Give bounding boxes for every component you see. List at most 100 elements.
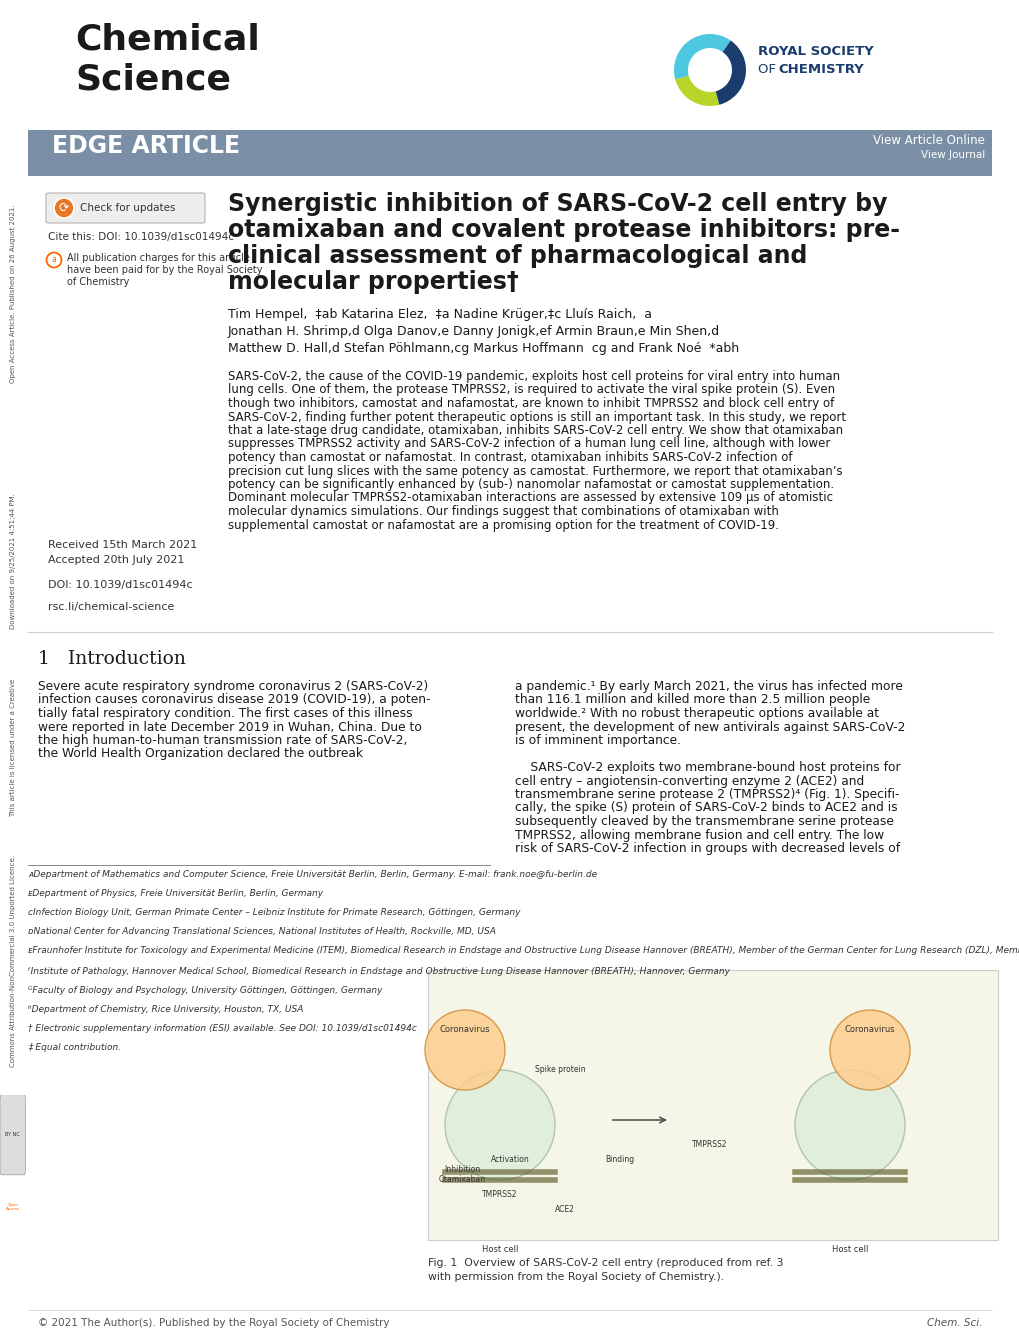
Text: worldwide.² With no robust therapeutic options available at: worldwide.² With no robust therapeutic o… (515, 708, 878, 720)
Text: suppresses TMPRSS2 activity and SARS-CoV-2 infection of a human lung cell line, : suppresses TMPRSS2 activity and SARS-CoV… (228, 438, 829, 450)
Text: is of imminent importance.: is of imminent importance. (515, 734, 681, 748)
Text: Commons Attribution-NonCommercial 3.0 Unported Licence.: Commons Attribution-NonCommercial 3.0 Un… (10, 856, 15, 1067)
FancyBboxPatch shape (0, 1095, 25, 1175)
Text: OF: OF (757, 63, 780, 76)
Wedge shape (715, 40, 745, 104)
Text: of Chemistry: of Chemistry (67, 276, 129, 287)
Text: cally, the spike (S) protein of SARS-CoV-2 binds to ACE2 and is: cally, the spike (S) protein of SARS-CoV… (515, 801, 897, 814)
Text: ACE2: ACE2 (554, 1206, 575, 1214)
Text: with permission from the Royal Society of Chemistry.).: with permission from the Royal Society o… (428, 1272, 723, 1282)
Text: All publication charges for this article: All publication charges for this article (67, 254, 250, 263)
Text: Science: Science (75, 61, 230, 96)
Text: DOI: 10.1039/d1sc01494c: DOI: 10.1039/d1sc01494c (48, 579, 193, 590)
Text: supplemental camostat or nafamostat are a promising option for the treatment of : supplemental camostat or nafamostat are … (228, 518, 779, 531)
Text: present, the development of new antivirals against SARS-CoV-2: present, the development of new antivira… (515, 721, 905, 733)
Text: Activation: Activation (490, 1155, 529, 1164)
Text: ʰDepartment of Chemistry, Rice University, Houston, TX, USA: ʰDepartment of Chemistry, Rice Universit… (28, 1005, 303, 1015)
Text: a: a (52, 255, 56, 264)
Text: molecular properties†: molecular properties† (228, 270, 519, 294)
Text: rsc.li/chemical-science: rsc.li/chemical-science (48, 602, 174, 611)
Text: subsequently cleaved by the transmembrane serine protease: subsequently cleaved by the transmembran… (515, 814, 893, 828)
Text: Severe acute respiratory syndrome coronavirus 2 (SARS-CoV-2): Severe acute respiratory syndrome corona… (38, 680, 428, 693)
Text: ᴇDepartment of Physics, Freie Universität Berlin, Berlin, Germany: ᴇDepartment of Physics, Freie Universitä… (28, 889, 323, 898)
Text: TMPRSS2, allowing membrane fusion and cell entry. The low: TMPRSS2, allowing membrane fusion and ce… (515, 829, 883, 841)
Text: a pandemic.¹ By early March 2021, the virus has infected more: a pandemic.¹ By early March 2021, the vi… (515, 680, 902, 693)
Text: BY NC: BY NC (5, 1132, 20, 1137)
Text: Chem. Sci.: Chem. Sci. (925, 1318, 981, 1328)
Text: Coronavirus: Coronavirus (439, 1025, 490, 1035)
Text: otamixaban and covalent protease inhibitors: pre-: otamixaban and covalent protease inhibit… (228, 218, 899, 242)
Text: the World Health Organization declared the outbreak: the World Health Organization declared t… (38, 748, 363, 761)
Text: Fig. 1  Overview of SARS-CoV-2 cell entry (reproduced from ref. 3: Fig. 1 Overview of SARS-CoV-2 cell entry… (428, 1258, 783, 1268)
Text: Received 15th March 2021: Received 15th March 2021 (48, 539, 197, 550)
Text: Tim Hempel,  ‡ab Katarina Elez,  ‡a Nadine Krüger,‡c Lluís Raich,  a: Tim Hempel, ‡ab Katarina Elez, ‡a Nadine… (228, 308, 651, 320)
Text: cell entry – angiotensin-converting enzyme 2 (ACE2) and: cell entry – angiotensin-converting enzy… (515, 774, 863, 788)
Text: SARS-CoV-2 exploits two membrane-bound host proteins for: SARS-CoV-2 exploits two membrane-bound h… (515, 761, 900, 774)
Text: though two inhibitors, camostat and nafamostat, are known to inhibit TMPRSS2 and: though two inhibitors, camostat and nafa… (228, 396, 834, 410)
Text: CHEMISTRY: CHEMISTRY (777, 63, 863, 76)
Text: TMPRSS2: TMPRSS2 (482, 1189, 518, 1199)
Text: © 2021 The Author(s). Published by the Royal Society of Chemistry: © 2021 The Author(s). Published by the R… (38, 1318, 389, 1328)
Text: Binding: Binding (605, 1155, 634, 1164)
Text: View Journal: View Journal (920, 150, 984, 160)
Circle shape (444, 1069, 554, 1180)
Text: ᶠInstitute of Pathology, Hannover Medical School, Biomedical Research in Endstag: ᶠInstitute of Pathology, Hannover Medica… (28, 967, 730, 976)
Text: potency than camostat or nafamostat. In contrast, otamixaban inhibits SARS-CoV-2: potency than camostat or nafamostat. In … (228, 451, 792, 465)
Text: Chemical: Chemical (75, 21, 260, 56)
Text: Coronavirus: Coronavirus (844, 1025, 895, 1035)
Text: ⟳: ⟳ (59, 202, 69, 215)
Text: that a late-stage drug candidate, otamixaban, inhibits SARS-CoV-2 cell entry. We: that a late-stage drug candidate, otamix… (228, 425, 843, 437)
Text: Inhibition
Otamixaban: Inhibition Otamixaban (438, 1165, 485, 1184)
Text: ᴇFraunhofer Institute for Toxicology and Experimental Medicine (ITEM), Biomedica: ᴇFraunhofer Institute for Toxicology and… (28, 947, 1019, 955)
Text: Matthew D. Hall,d Stefan Pöhlmann,cg Markus Hoffmann  cg and Frank Noé  *abh: Matthew D. Hall,d Stefan Pöhlmann,cg Mar… (228, 342, 739, 355)
Text: Synergistic inhibition of SARS-CoV-2 cell entry by: Synergistic inhibition of SARS-CoV-2 cel… (228, 192, 887, 216)
Text: tially fatal respiratory condition. The first cases of this illness: tially fatal respiratory condition. The … (38, 708, 413, 720)
Text: molecular dynamics simulations. Our findings suggest that combinations of otamix: molecular dynamics simulations. Our find… (228, 505, 779, 518)
Text: Dominant molecular TMPRSS2-otamixaban interactions are assessed by extensive 109: Dominant molecular TMPRSS2-otamixaban in… (228, 491, 833, 505)
Text: lung cells. One of them, the protease TMPRSS2, is required to activate the viral: lung cells. One of them, the protease TM… (228, 383, 835, 396)
Text: Check for updates: Check for updates (79, 203, 175, 214)
Text: This article is licensed under a Creative: This article is licensed under a Creativ… (10, 678, 15, 817)
Text: were reported in late December 2019 in Wuhan, China. Due to: were reported in late December 2019 in W… (38, 721, 422, 733)
Text: have been paid for by the Royal Society: have been paid for by the Royal Society (67, 266, 262, 275)
Wedge shape (674, 33, 730, 79)
Bar (428, 971, 997, 1240)
Text: ᴅNational Center for Advancing Translational Sciences, National Institutes of He: ᴅNational Center for Advancing Translati… (28, 926, 495, 936)
Text: infection causes coronavirus disease 2019 (COVID-19), a poten-: infection causes coronavirus disease 201… (38, 693, 430, 706)
Text: SARS-CoV-2, the cause of the COVID-19 pandemic, exploits host cell proteins for : SARS-CoV-2, the cause of the COVID-19 pa… (228, 370, 840, 383)
Text: Accepted 20th July 2021: Accepted 20th July 2021 (48, 555, 184, 565)
Circle shape (794, 1069, 904, 1180)
Text: EDGE ARTICLE: EDGE ARTICLE (52, 134, 239, 158)
FancyBboxPatch shape (46, 194, 205, 223)
Text: View Article Online: View Article Online (872, 134, 984, 147)
Circle shape (54, 198, 74, 218)
Text: ᴄInfection Biology Unit, German Primate Center – Leibniz Institute for Primate R: ᴄInfection Biology Unit, German Primate … (28, 908, 520, 917)
Text: ROYAL SOCIETY: ROYAL SOCIETY (757, 45, 873, 57)
Text: Host cell: Host cell (481, 1246, 518, 1254)
Text: Cite this: DOI: 10.1039/d1sc01494c: Cite this: DOI: 10.1039/d1sc01494c (48, 232, 233, 242)
Wedge shape (675, 76, 718, 105)
Text: 1   Introduction: 1 Introduction (38, 650, 185, 668)
Circle shape (829, 1011, 909, 1089)
Text: Jonathan H. Shrimp,d Olga Danov,e Danny Jonigk,ef Armin Braun,e Min Shen,d: Jonathan H. Shrimp,d Olga Danov,e Danny … (228, 324, 719, 338)
Text: transmembrane serine protease 2 (TMPRSS2)⁴ (Fig. 1). Specifi-: transmembrane serine protease 2 (TMPRSS2… (515, 788, 899, 801)
Text: † Electronic supplementary information (ESI) available. See DOI: 10.1039/d1sc014: † Electronic supplementary information (… (28, 1024, 417, 1033)
Text: Host cell: Host cell (832, 1246, 867, 1254)
Bar (28, 129, 991, 176)
Text: risk of SARS-CoV-2 infection in groups with decreased levels of: risk of SARS-CoV-2 infection in groups w… (515, 842, 899, 854)
Text: potency can be significantly enhanced by (sub-) nanomolar nafamostat or camostat: potency can be significantly enhanced by… (228, 478, 834, 491)
Text: ᴳFaculty of Biology and Psychology, University Göttingen, Göttingen, Germany: ᴳFaculty of Biology and Psychology, Univ… (28, 987, 382, 995)
Text: ‡ Equal contribution.: ‡ Equal contribution. (28, 1043, 121, 1052)
Text: SARS-CoV-2, finding further potent therapeutic options is still an important tas: SARS-CoV-2, finding further potent thera… (228, 410, 846, 423)
Text: Downloaded on 9/25/2021 4:51:44 PM.: Downloaded on 9/25/2021 4:51:44 PM. (10, 493, 15, 629)
Text: TMPRSS2: TMPRSS2 (692, 1140, 727, 1149)
Text: than 116.1 million and killed more than 2.5 million people: than 116.1 million and killed more than … (515, 693, 869, 706)
Text: the high human-to-human transmission rate of SARS-CoV-2,: the high human-to-human transmission rat… (38, 734, 407, 748)
Text: Open
Access: Open Access (6, 1203, 19, 1211)
Text: precision cut lung slices with the same potency as camostat. Furthermore, we rep: precision cut lung slices with the same … (228, 465, 842, 478)
Text: Open Access Article. Published on 26 August 2021.: Open Access Article. Published on 26 Aug… (10, 204, 15, 383)
Text: Spike protein: Spike protein (534, 1065, 585, 1073)
Circle shape (425, 1011, 504, 1089)
Text: ᴀDepartment of Mathematics and Computer Science, Freie Universität Berlin, Berli: ᴀDepartment of Mathematics and Computer … (28, 870, 596, 878)
Text: clinical assessment of pharmacological and: clinical assessment of pharmacological a… (228, 244, 807, 268)
